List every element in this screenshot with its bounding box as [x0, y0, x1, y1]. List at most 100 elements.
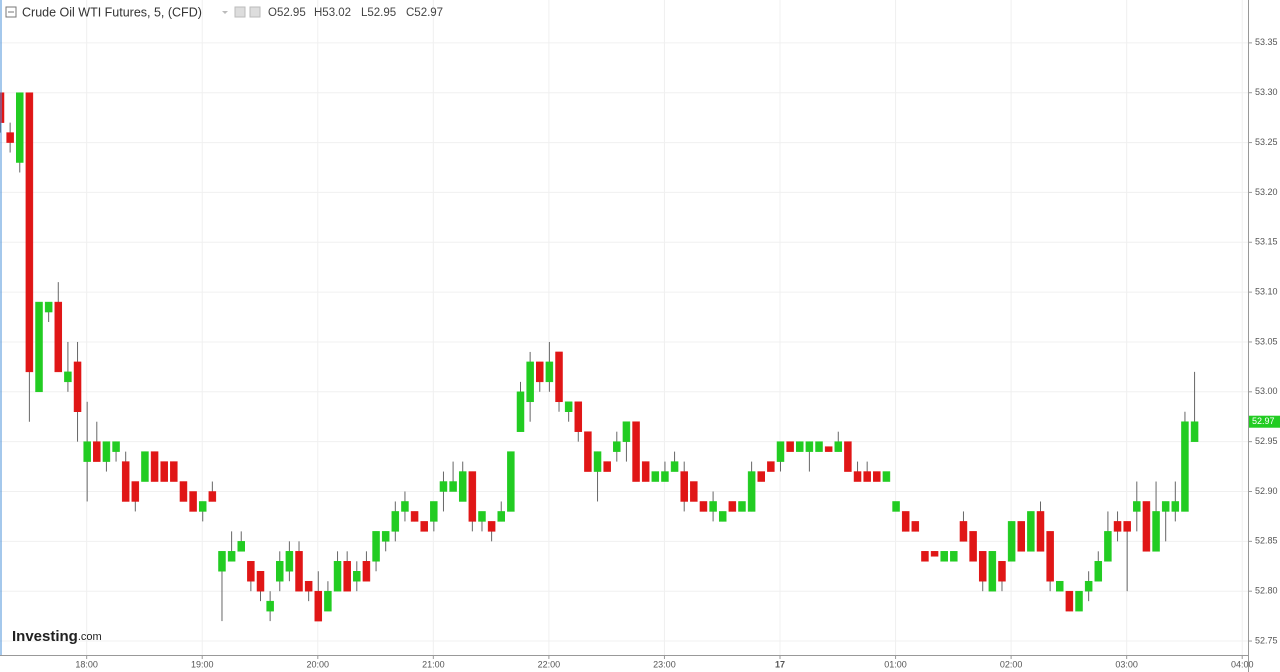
y-tick-label: 53.25: [1255, 137, 1278, 147]
candle-body: [141, 451, 149, 482]
candle-body: [718, 511, 727, 522]
candle-body: [391, 511, 400, 532]
candle-body: [25, 92, 34, 373]
candle-body: [940, 551, 948, 562]
candle-body: [709, 501, 717, 512]
candle-body: [1113, 521, 1122, 532]
candle-body: [285, 551, 294, 572]
candle-body: [796, 441, 804, 452]
candle-body: [276, 561, 284, 582]
candle-body: [1133, 501, 1141, 512]
candle-body: [1007, 521, 1016, 562]
y-tick-label: 52.85: [1255, 536, 1278, 546]
candle-body: [218, 551, 226, 572]
x-tick-label: 17: [775, 659, 785, 669]
candle-body: [882, 471, 891, 482]
settings-icon[interactable]: [234, 6, 246, 18]
candle-body: [911, 521, 920, 532]
ohlc-open: O52.95: [268, 7, 306, 19]
candle-body: [439, 481, 448, 492]
collapse-icon[interactable]: [5, 6, 17, 18]
candle-body: [786, 441, 794, 452]
candle-body: [593, 451, 602, 472]
candle-body: [632, 421, 640, 482]
candle-body: [815, 441, 823, 452]
candle-body: [670, 461, 679, 472]
candles: [0, 92, 1199, 622]
y-tick-label: 53.15: [1255, 237, 1278, 247]
candle-body: [921, 551, 929, 562]
dropdown-icon[interactable]: [222, 11, 228, 14]
candle-body: [901, 511, 910, 532]
candle-body: [584, 431, 592, 472]
candle-body: [680, 471, 688, 502]
y-tick-label: 53.35: [1255, 37, 1278, 47]
ohlc-low: L52.95: [361, 7, 396, 19]
candle-body: [516, 391, 525, 432]
candle-body: [73, 361, 82, 412]
candle-body: [767, 461, 775, 472]
y-tick-label: 52.75: [1255, 635, 1278, 645]
candle-body: [959, 521, 968, 542]
y-tick-label: 53.10: [1255, 286, 1278, 296]
candle-body: [1171, 501, 1180, 512]
candle-body: [603, 461, 611, 472]
candle-body: [1065, 590, 1074, 612]
axes: 52.75 52.80 52.85 52.90 52.95 53.00 53.05 53.10…: [75, 37, 1280, 669]
candle-body: [555, 351, 563, 403]
candle-body: [853, 471, 862, 482]
candle-body: [54, 301, 63, 373]
candle-body: [574, 401, 583, 432]
candle-body: [44, 301, 53, 313]
logo-suffix: .com: [78, 631, 102, 643]
candle-body: [324, 590, 332, 612]
logo-main: Investing: [12, 628, 78, 645]
x-tick-label: 01:00: [884, 659, 907, 669]
candle-body: [1094, 561, 1103, 582]
candle-body: [487, 521, 496, 532]
candle-body: [1181, 421, 1189, 512]
x-tick-label: 03:00: [1115, 659, 1138, 669]
candle-body: [314, 590, 323, 622]
ohlc-close: C52.97: [406, 7, 443, 19]
candle-body: [969, 531, 977, 562]
candle-body: [834, 441, 843, 452]
candle-body: [651, 471, 660, 482]
candle-body: [410, 511, 419, 522]
candle-body: [372, 531, 380, 562]
candle-body: [757, 471, 765, 482]
x-tick-label: 22:00: [538, 659, 561, 669]
candle-body: [988, 551, 997, 592]
candle-body: [189, 491, 197, 512]
x-tick-label: 02:00: [1000, 659, 1023, 669]
candle-body: [661, 471, 669, 482]
candle-body: [690, 481, 698, 502]
candle-body: [564, 401, 573, 412]
candle-body: [420, 521, 428, 532]
candle-body: [613, 441, 621, 452]
candle-body: [699, 501, 708, 512]
candle-body: [295, 551, 303, 592]
x-tick-label: 04:00: [1231, 659, 1254, 669]
candle-body: [449, 481, 457, 492]
candle-body: [978, 551, 987, 582]
candle-body: [478, 511, 486, 522]
candle-body: [112, 441, 120, 452]
candle-body: [343, 561, 351, 592]
candle-body: [362, 561, 371, 582]
y-tick-label: 53.30: [1255, 87, 1278, 97]
candle-body: [121, 461, 130, 502]
chart-title: Crude Oil WTI Futures, 5, (CFD): [22, 5, 202, 19]
candle-body: [1104, 531, 1112, 562]
candle-body: [950, 551, 958, 562]
x-tick-label: 19:00: [191, 659, 214, 669]
candle-body: [304, 580, 313, 592]
close-icon[interactable]: [249, 6, 261, 18]
candle-body: [728, 501, 737, 512]
candle-body: [237, 541, 245, 552]
candle-body: [179, 481, 188, 502]
candle-body: [266, 600, 274, 612]
candle-body: [333, 561, 342, 592]
